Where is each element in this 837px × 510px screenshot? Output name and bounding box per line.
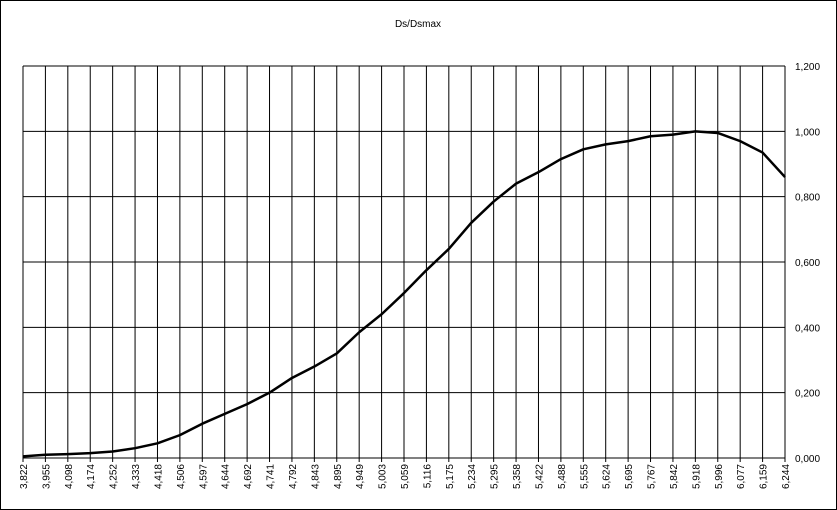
- x-tick-label: 5,488: [557, 464, 568, 489]
- x-tick-label: 5,003: [378, 464, 389, 489]
- x-tick-label: 4,597: [198, 464, 209, 489]
- y-tick-label: 0,000: [795, 454, 820, 465]
- x-tick-label: 4,644: [221, 464, 232, 489]
- y-tick-label: 1,000: [795, 127, 820, 138]
- x-tick-label: 5,295: [490, 464, 501, 489]
- x-tick-label: 5,234: [467, 464, 478, 489]
- x-tick-label: 4,333: [131, 464, 142, 489]
- x-tick-label: 3,955: [41, 464, 52, 489]
- x-tick-label: 4,174: [86, 464, 97, 489]
- x-tick-label: 5,767: [647, 464, 658, 489]
- x-tick-label: 5,422: [534, 464, 545, 489]
- x-tick-label: 4,252: [109, 464, 120, 489]
- x-tick-label: 5,358: [512, 464, 523, 489]
- y-tick-label: 0,200: [795, 389, 820, 400]
- y-tick-label: 1,200: [795, 62, 820, 73]
- y-tick-label: 0,600: [795, 258, 820, 269]
- x-tick-label: 4,741: [266, 464, 277, 489]
- x-tick-label: 6,244: [781, 464, 792, 489]
- x-tick-label: 6,077: [736, 464, 747, 489]
- x-tick-label: 4,949: [355, 464, 366, 489]
- x-tick-label: 4,843: [310, 464, 321, 489]
- chart-title: Ds/Dsmax: [395, 19, 441, 30]
- x-tick-label: 4,098: [64, 464, 75, 489]
- x-tick-label: 4,895: [333, 464, 344, 489]
- x-tick-label: 4,692: [243, 464, 254, 489]
- x-tick-label: 5,116: [422, 464, 433, 489]
- y-tick-label: 0,400: [795, 323, 820, 334]
- x-tick-label: 6,159: [759, 464, 770, 489]
- y-tick-label: 0,800: [795, 193, 820, 204]
- x-tick-label: 5,918: [691, 464, 702, 489]
- x-tick-label: 5,175: [445, 464, 456, 489]
- x-tick-label: 5,624: [602, 464, 613, 489]
- x-tick-label: 4,792: [288, 464, 299, 489]
- x-tick-label: 5,695: [624, 464, 635, 489]
- x-tick-label: 3,822: [19, 464, 30, 489]
- x-tick-label: 5,059: [400, 464, 411, 489]
- x-tick-label: 4,506: [176, 464, 187, 489]
- x-tick-label: 4,418: [153, 464, 164, 489]
- x-tick-label: 5,555: [579, 464, 590, 489]
- x-tick-label: 5,842: [669, 464, 680, 489]
- x-tick-label: 5,996: [714, 464, 725, 489]
- line: [22, 130, 786, 458]
